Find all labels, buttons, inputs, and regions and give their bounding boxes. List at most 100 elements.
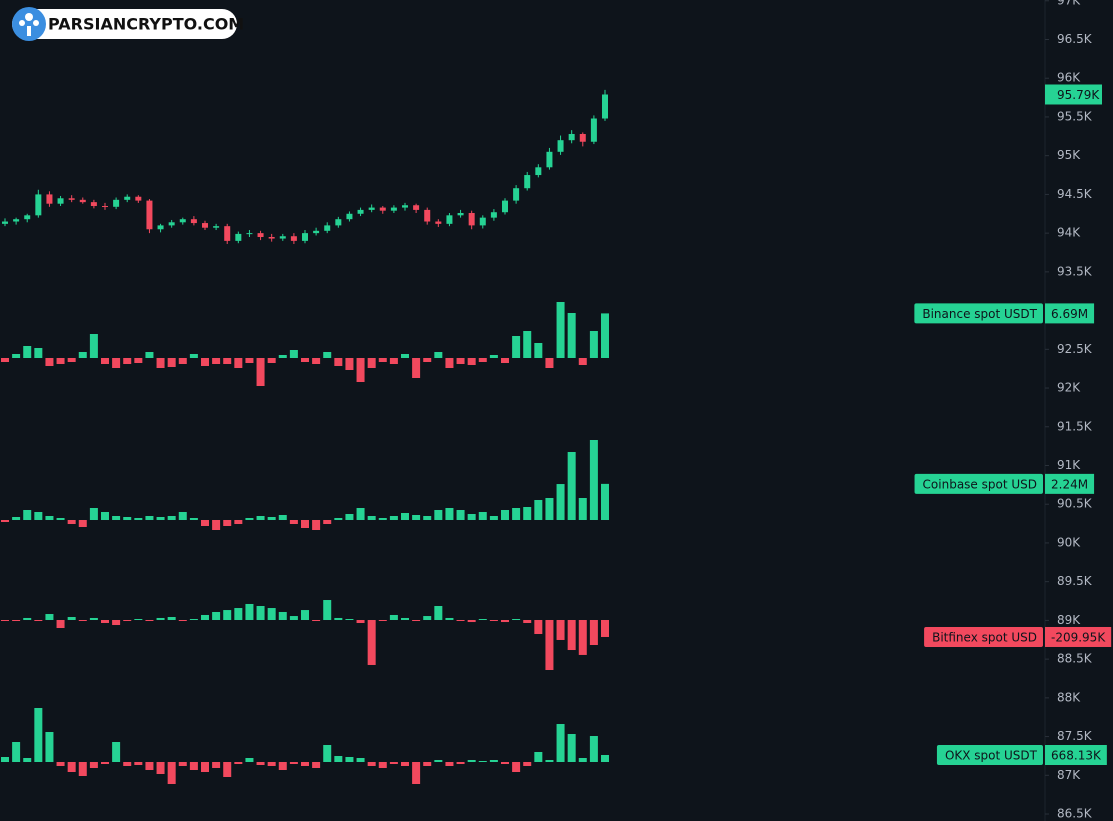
volume-delta-bar: [378, 762, 387, 768]
volume-delta-bar: [523, 507, 532, 520]
volume-delta-bar: [445, 617, 454, 620]
y-tick-label: 92K: [1057, 381, 1081, 395]
volume-delta-bar: [589, 736, 598, 762]
volume-delta-bar: [267, 762, 276, 767]
volume-delta-bar: [212, 611, 221, 620]
volume-delta-bar: [567, 620, 576, 651]
volume-delta-bar: [1, 358, 9, 362]
volume-delta-bar: [145, 516, 154, 520]
volume-delta-bar: [445, 358, 454, 368]
volume-delta-bar: [301, 358, 309, 362]
candle-body: [435, 221, 442, 224]
volume-delta-bar: [523, 331, 532, 358]
candle-body: [346, 213, 353, 220]
y-tick-label: 91K: [1057, 458, 1081, 472]
candle-body: [257, 233, 264, 238]
volume-delta-bar: [434, 352, 443, 358]
volume-delta-bar: [545, 759, 554, 762]
volume-delta-bar: [556, 620, 565, 640]
candle-body: [102, 206, 108, 208]
volume-delta-bar: [601, 313, 609, 358]
volume-delta-bar: [545, 498, 554, 520]
value-tag: [1045, 473, 1095, 494]
volume-delta-bar: [134, 619, 143, 620]
volume-delta-bar: [578, 620, 587, 655]
volume-delta-bar: [101, 512, 109, 520]
volume-delta-bar: [156, 358, 165, 368]
volume-delta-bar: [456, 620, 465, 621]
volume-delta-bar: [378, 518, 387, 520]
volume-delta-bar: [512, 762, 521, 772]
volume-delta-bar: [245, 757, 254, 762]
volume-delta-bar: [456, 358, 465, 364]
volume-delta-bar: [56, 518, 65, 520]
series-name: Bitfinex spot USD: [932, 630, 1037, 644]
candle-body: [224, 226, 231, 241]
volume-delta-bar: [578, 358, 587, 365]
volume-delta-bar: [34, 620, 43, 621]
volume-delta-bar: [223, 610, 232, 620]
volume-delta-bar: [123, 517, 132, 520]
series-name-tag: [914, 473, 1043, 494]
candle-body: [135, 196, 142, 201]
volume-delta-bar: [89, 617, 98, 620]
volume-delta-bar: [67, 358, 76, 362]
volume-delta-bar: [434, 510, 443, 520]
price-tag: [1045, 84, 1102, 105]
volume-delta-bar: [12, 620, 21, 621]
volume-delta-bar: [478, 761, 487, 762]
y-tick-label: 94.5K: [1057, 187, 1093, 201]
volume-delta-bar: [367, 620, 376, 665]
volume-delta-bar: [189, 354, 198, 358]
candle-body: [46, 194, 53, 204]
volume-delta-bar: [289, 350, 298, 358]
volume-delta-bar: [378, 620, 387, 621]
y-tick-label: 95K: [1057, 148, 1081, 162]
y-tick-label: 97K: [1057, 0, 1081, 7]
value-tag-label: -209.95K: [1051, 630, 1106, 644]
volume-delta-bar: [78, 352, 87, 358]
candle-body: [124, 196, 131, 200]
volume-delta-bar: [45, 516, 54, 520]
volume-delta-bar: [12, 517, 21, 520]
candle-body: [490, 212, 497, 218]
volume-delta-bar: [423, 616, 432, 620]
volume-delta-bar: [89, 508, 98, 520]
volume-delta-bar: [178, 762, 187, 767]
volume-delta-bar: [334, 518, 343, 520]
value-tag: [1045, 626, 1112, 647]
volume-delta-bar: [156, 617, 165, 620]
candle-body: [179, 219, 186, 223]
volume-delta-bar: [178, 512, 187, 520]
volume-delta-bar: [589, 440, 598, 520]
volume-delta-bar: [534, 500, 543, 520]
volume-delta-bar: [501, 762, 509, 765]
volume-delta-bar: [267, 358, 276, 363]
y-tick-label: 88.5K: [1057, 652, 1093, 666]
volume-delta-bar: [245, 603, 254, 620]
volume-delta-bar: [23, 346, 32, 358]
volume-delta-bar: [478, 358, 487, 362]
volume-delta-bar: [545, 620, 554, 670]
volume-delta-bar: [212, 520, 221, 530]
candle-body: [557, 140, 564, 152]
candle-body: [446, 215, 453, 224]
volume-delta-bar: [145, 352, 154, 358]
y-tick-label: 89.5K: [1057, 574, 1093, 588]
logo-icon-dot: [25, 13, 33, 21]
candle-body: [146, 200, 153, 230]
volume-delta-bar: [67, 762, 76, 772]
y-tick-label: 96.5K: [1057, 32, 1093, 46]
volume-delta-bar: [201, 520, 209, 526]
candle-body: [379, 207, 386, 211]
volume-delta-bar: [1, 757, 9, 762]
volume-delta-bar: [56, 358, 65, 364]
candle-body: [568, 133, 575, 141]
volume-delta-bar: [134, 762, 143, 765]
volume-delta-bar: [467, 620, 476, 623]
y-tick-label: 86.5K: [1057, 807, 1093, 821]
volume-delta-bar: [278, 515, 287, 520]
volume-delta-bar: [223, 762, 232, 777]
candle-body: [335, 219, 342, 226]
volume-delta-bar: [34, 348, 43, 358]
